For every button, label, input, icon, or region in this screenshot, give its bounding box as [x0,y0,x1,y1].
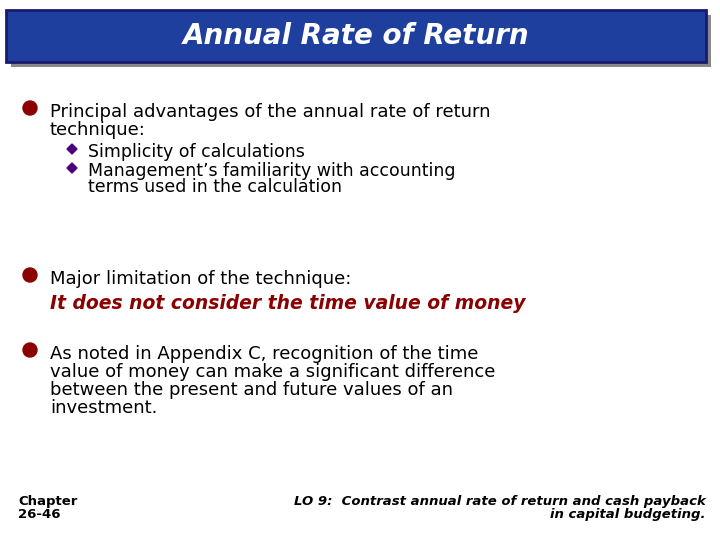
Text: Annual Rate of Return: Annual Rate of Return [183,22,529,50]
Circle shape [23,268,37,282]
Bar [6,10,706,62]
Polygon shape [67,163,77,173]
Text: Principal advantages of the annual rate of return: Principal advantages of the annual rate … [50,103,490,121]
Bar [11,15,711,67]
Text: terms used in the calculation: terms used in the calculation [88,178,342,196]
Polygon shape [67,144,77,154]
Text: technique:: technique: [50,121,146,139]
Text: between the present and future values of an: between the present and future values of… [50,381,453,399]
Text: It does not consider the time value of money: It does not consider the time value of m… [50,294,526,313]
Text: Simplicity of calculations: Simplicity of calculations [88,143,305,161]
Text: Chapter: Chapter [18,495,77,508]
Text: value of money can make a significant difference: value of money can make a significant di… [50,363,495,381]
Text: As noted in Appendix C, recognition of the time: As noted in Appendix C, recognition of t… [50,345,478,363]
Text: Major limitation of the technique:: Major limitation of the technique: [50,270,351,288]
Text: Management’s familiarity with accounting: Management’s familiarity with accounting [88,162,456,180]
Text: investment.: investment. [50,399,158,417]
Text: in capital budgeting.: in capital budgeting. [551,508,706,521]
Text: LO 9:  Contrast annual rate of return and cash payback: LO 9: Contrast annual rate of return and… [294,495,706,508]
Circle shape [23,101,37,115]
Circle shape [23,343,37,357]
Text: 26-46: 26-46 [18,508,60,521]
